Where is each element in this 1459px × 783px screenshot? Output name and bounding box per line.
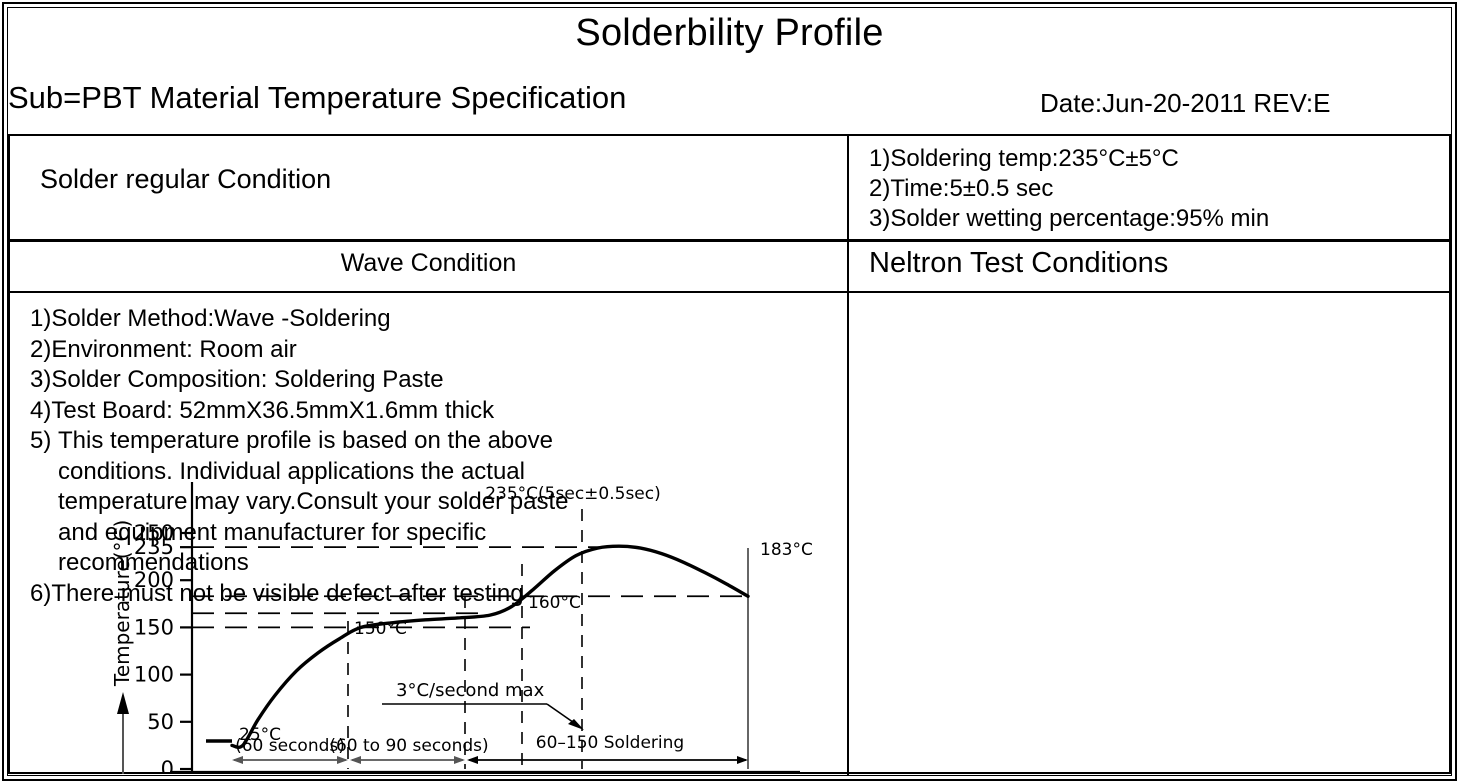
document-subtitle: Sub=PBT Material Temperature Specificati… (8, 80, 627, 115)
list-item: 1) Solder Method:Wave -Soldering (30, 305, 391, 332)
table-row-divider-1 (10, 239, 1449, 242)
neltron-test-conditions-title: Neltron Test Conditions (869, 247, 1169, 279)
y-tick-label-200: 200 (134, 568, 174, 592)
annotation-preheat-high: 160°C (528, 593, 581, 613)
y-axis-label-group: Temperature(°C) (110, 520, 134, 774)
date-revision-label: Date:Jun-20-2011 REV:E (1040, 88, 1331, 118)
list-item: 6) There must not be visible defect afte… (30, 579, 524, 607)
ramp-rate-leader (382, 703, 584, 730)
list-item: 2) Environment: Room air (30, 335, 297, 363)
neltron-title-cell: Neltron Test Conditions (847, 136, 1449, 291)
reference-line-group (192, 546, 748, 629)
test-conditions-list: 1) Solder Method:Wave -Soldering 2) Envi… (30, 304, 610, 609)
temperature-profile-chart: Temperature(°C) 0 50 100 150 200 235 250 (10, 296, 847, 774)
table-row-divider-2 (10, 291, 1449, 293)
x-tick-group: Start60120Preheating180Soldering240 (360, 772, 749, 774)
y-tick-label-50: 50 (147, 710, 174, 734)
document-title: Solderbility Profile (575, 12, 884, 54)
annotation-preheat-low: 150°C (354, 619, 407, 639)
annotation-end-temp: 183°C (760, 540, 813, 560)
vertical-drop-lines (347, 509, 749, 769)
list-item: 3) Solder Composition: Soldering Paste (30, 366, 444, 393)
y-tick-label-100: 100 (134, 663, 174, 687)
y-axis-label: Temperature(°C) (110, 520, 134, 687)
list-item: 4) Test Board: 52mmX36.5mmX1.6mm thick (30, 396, 495, 424)
wave-condition-label: Wave Condition (340, 249, 517, 277)
y-tick-label-250: 250 (134, 521, 174, 545)
y-tick-label-0: 0 (161, 757, 174, 774)
span-label-3: 60–150 Soldering (536, 733, 684, 753)
list-item: 5) This temperature profile is based on … (30, 427, 569, 576)
solder-regular-condition-label: Solder regular Condition (40, 164, 332, 194)
annotation-ramp-rate: 3°C/second max (396, 680, 545, 701)
y-tick-label-150: 150 (134, 615, 174, 639)
annotation-peak-temp: 235°C(5sec±0.5sec) (485, 484, 661, 504)
y-tick-label-235: 235 (134, 535, 174, 559)
span-label-2: (60 to 90 seconds) (329, 736, 488, 756)
solder-regular-conditions-list: 1)Soldering temp:235°C±5°C 2)Time:5±0.5 … (869, 145, 1270, 232)
temperature-profile-curve (230, 544, 750, 749)
span-arrow-group (232, 756, 748, 764)
solder-regular-conditions-cell: 1)Soldering temp:235°C±5°C 2)Time:5±0.5 … (847, 136, 1449, 239)
y-axis-arrow-head (117, 692, 129, 714)
annotation-start-temp: 25°C (239, 725, 281, 745)
inner-border (7, 7, 1452, 776)
table-vertical-divider (847, 136, 849, 776)
spec-table: Solder regular Condition Wave Condition … (8, 134, 1451, 776)
span-label-1: (60 seconds) (235, 736, 345, 756)
